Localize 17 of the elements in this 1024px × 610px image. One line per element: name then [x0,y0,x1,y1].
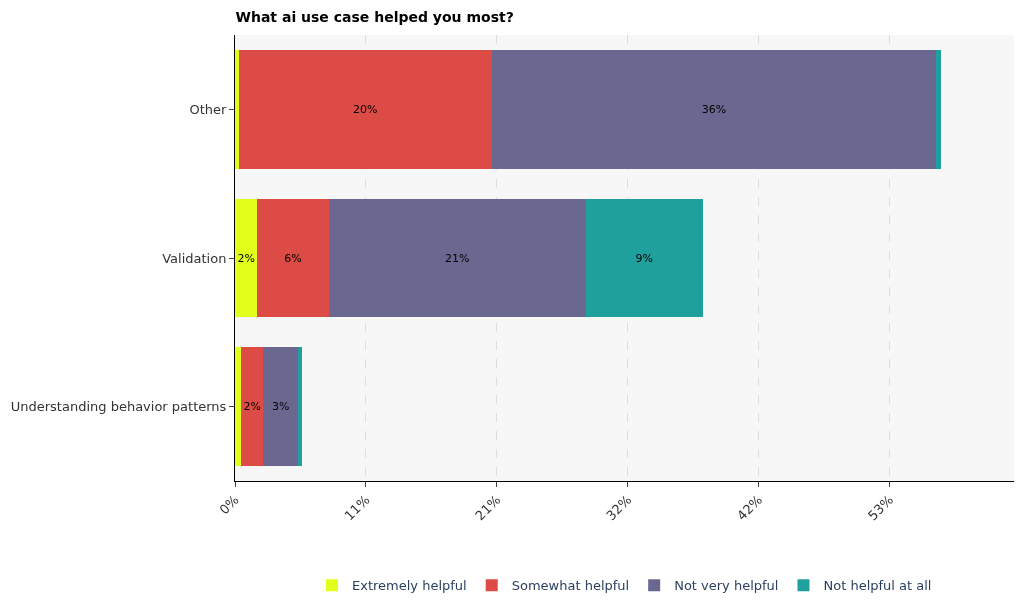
y-tick-label: Other [189,101,228,117]
legend-label: Not very helpful [674,578,779,594]
chart-title: What ai use case helped you most? [235,9,514,25]
data-label: 20% [353,102,378,116]
legend-label: Not helpful at all [823,578,932,594]
y-tick-label: Understanding behavior patterns [10,399,227,415]
data-label: 6% [284,251,302,265]
data-label: 36% [701,102,727,116]
x-tick-label: 0% [216,492,242,518]
data-label: 2% [237,251,255,265]
data-label: 2% [243,400,262,414]
legend-label: Extremely helpful [352,578,467,594]
data-label: 3% [271,400,290,414]
data-label: 21% [444,251,470,265]
data-label: 9% [635,251,653,265]
legend-label: Somewhat helpful [511,578,630,594]
y-tick-label: Validation [162,250,227,266]
